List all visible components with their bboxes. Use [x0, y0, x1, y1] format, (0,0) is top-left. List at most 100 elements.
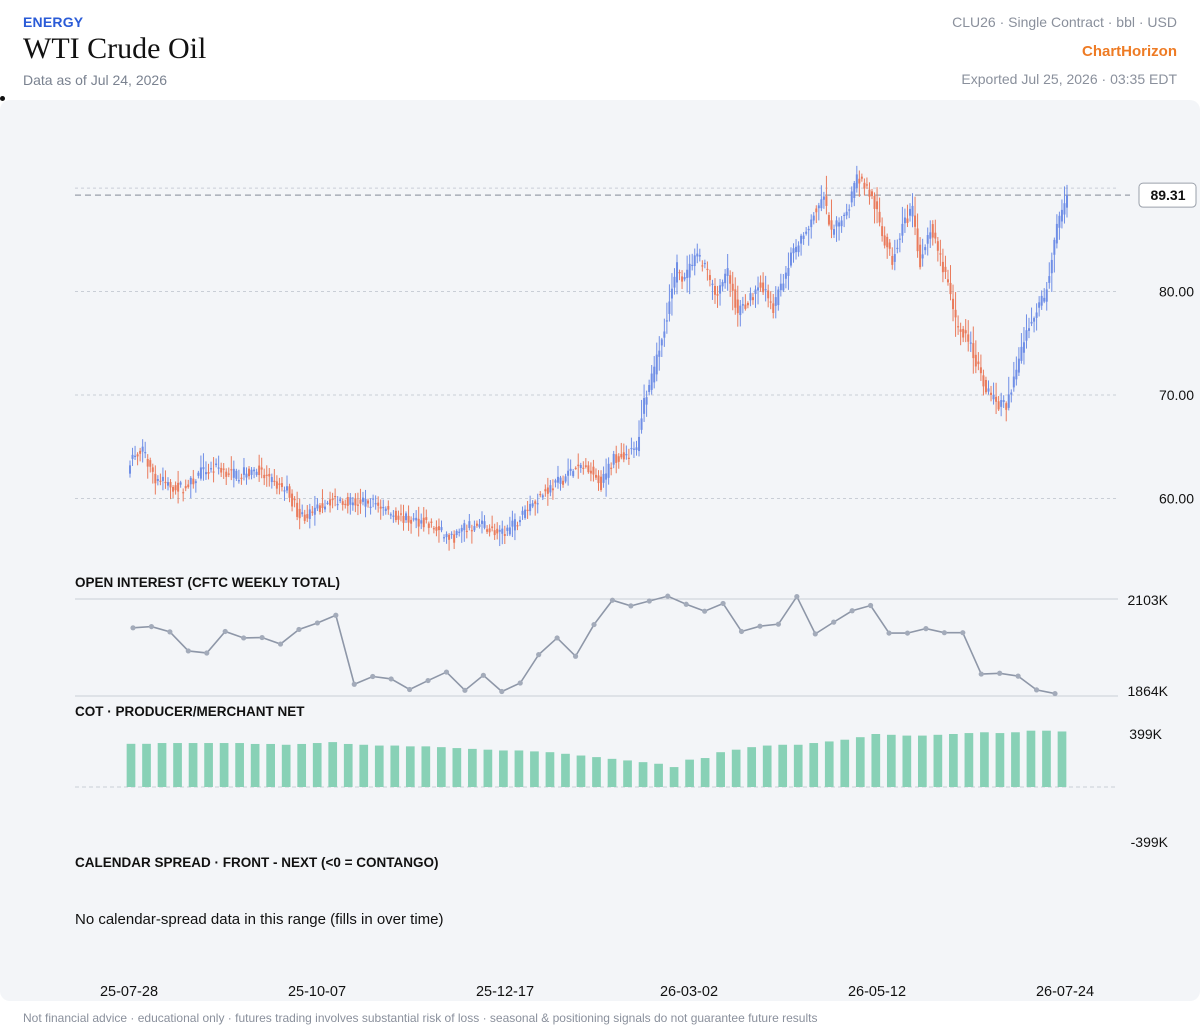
candle-body: [539, 493, 542, 496]
oi-point: [333, 612, 339, 618]
oi-point: [443, 669, 450, 675]
candle-body: [134, 455, 137, 457]
brand-logo[interactable]: ChartHorizon: [1082, 43, 1177, 60]
candle-body: [493, 530, 496, 536]
candle-body: [534, 501, 537, 504]
candle-body: [202, 467, 205, 470]
candle-body: [1040, 295, 1043, 306]
candle-body: [982, 375, 985, 387]
cot-bar: [452, 748, 462, 787]
category-label: ENERGY: [23, 14, 84, 30]
candle-body: [268, 473, 271, 477]
candle-body: [855, 174, 858, 188]
candle-body: [336, 504, 339, 506]
cot-bar: [840, 739, 850, 787]
candle-body: [263, 474, 266, 479]
cot-bar: [297, 743, 307, 787]
candle-body: [901, 223, 904, 236]
candle-body: [779, 283, 782, 291]
candle-body: [303, 514, 306, 521]
candle-body: [635, 447, 638, 451]
candle-body: [731, 283, 734, 291]
candle-body: [746, 302, 749, 306]
oi-point: [167, 629, 173, 635]
grid-lines: [75, 187, 1130, 788]
candle-body: [972, 343, 975, 359]
candle-body: [678, 272, 681, 274]
page-title: WTI Crude Oil: [23, 32, 207, 65]
cot-bar: [312, 743, 322, 787]
candle-body: [405, 513, 408, 521]
x-tick-label: 25-10-07: [288, 984, 346, 1000]
cot-bar: [483, 749, 493, 787]
candle-body: [1012, 376, 1015, 388]
candle-body: [1017, 358, 1020, 373]
candle-body: [795, 246, 798, 253]
candle-body: [1038, 302, 1041, 308]
candle-body: [835, 220, 838, 227]
candle-body: [729, 275, 732, 284]
candle-body: [668, 301, 671, 314]
cot-bar: [126, 743, 136, 787]
candle-body: [425, 517, 428, 520]
candle-body: [503, 534, 506, 536]
candle-body: [949, 282, 952, 295]
candle-body: [620, 453, 623, 458]
oi-max-label: 2103K: [1128, 592, 1169, 608]
candle-body: [827, 215, 830, 225]
candle-body: [600, 476, 603, 490]
candle-body: [232, 468, 235, 478]
candle-body: [501, 528, 504, 534]
cot-bar: [157, 743, 167, 787]
candle-body: [594, 474, 597, 478]
cot-bar: [421, 746, 431, 787]
candle-body: [638, 436, 641, 452]
candle-body: [182, 492, 185, 494]
candle-body: [286, 486, 289, 491]
candle-body: [1045, 289, 1048, 302]
candle-body: [227, 473, 230, 475]
candle-body: [706, 268, 709, 271]
candle-body: [430, 521, 433, 523]
oi-point: [314, 620, 320, 626]
candle-body: [508, 527, 511, 535]
candle-body: [159, 480, 162, 482]
candle-body: [351, 502, 354, 506]
candle-body: [660, 339, 663, 346]
oi-point: [388, 676, 394, 682]
candle-body: [541, 495, 544, 498]
candle-body: [627, 457, 630, 459]
candle-body: [529, 503, 532, 512]
candle-body: [977, 361, 980, 365]
candle-body: [329, 499, 332, 506]
candle-body: [427, 523, 430, 528]
candle-body: [334, 495, 337, 498]
candle-body: [437, 526, 440, 531]
oi-point: [222, 628, 228, 635]
candle-body: [207, 472, 210, 474]
candle-body: [711, 283, 714, 285]
oi-point: [1015, 673, 1021, 679]
chart-panel: [0, 100, 1200, 1001]
oi-point: [702, 608, 708, 614]
candle-body: [240, 477, 243, 479]
candle-body: [792, 248, 795, 254]
candle-body: [1066, 195, 1068, 208]
candle-body: [787, 267, 790, 276]
candle-body: [979, 367, 982, 374]
cot-bars: [126, 730, 1067, 787]
oi-point: [536, 652, 542, 658]
candle-body: [412, 518, 415, 520]
contract-info: CLU26 · Single Contract · bbl · USD: [952, 14, 1177, 30]
cot-bar: [359, 744, 369, 787]
candle-body: [891, 256, 894, 265]
cot-bar: [1026, 730, 1036, 787]
candle-body: [546, 487, 549, 494]
axis-labels: 60.00 70.00 80.00 89.31 2103K 1864K 399K -399K 2…: [100, 182, 1197, 1000]
candle-body: [354, 498, 357, 506]
cot-bar: [328, 742, 338, 787]
candle-body: [1063, 203, 1066, 215]
candle-body: [959, 329, 962, 332]
candle-body: [255, 471, 258, 475]
